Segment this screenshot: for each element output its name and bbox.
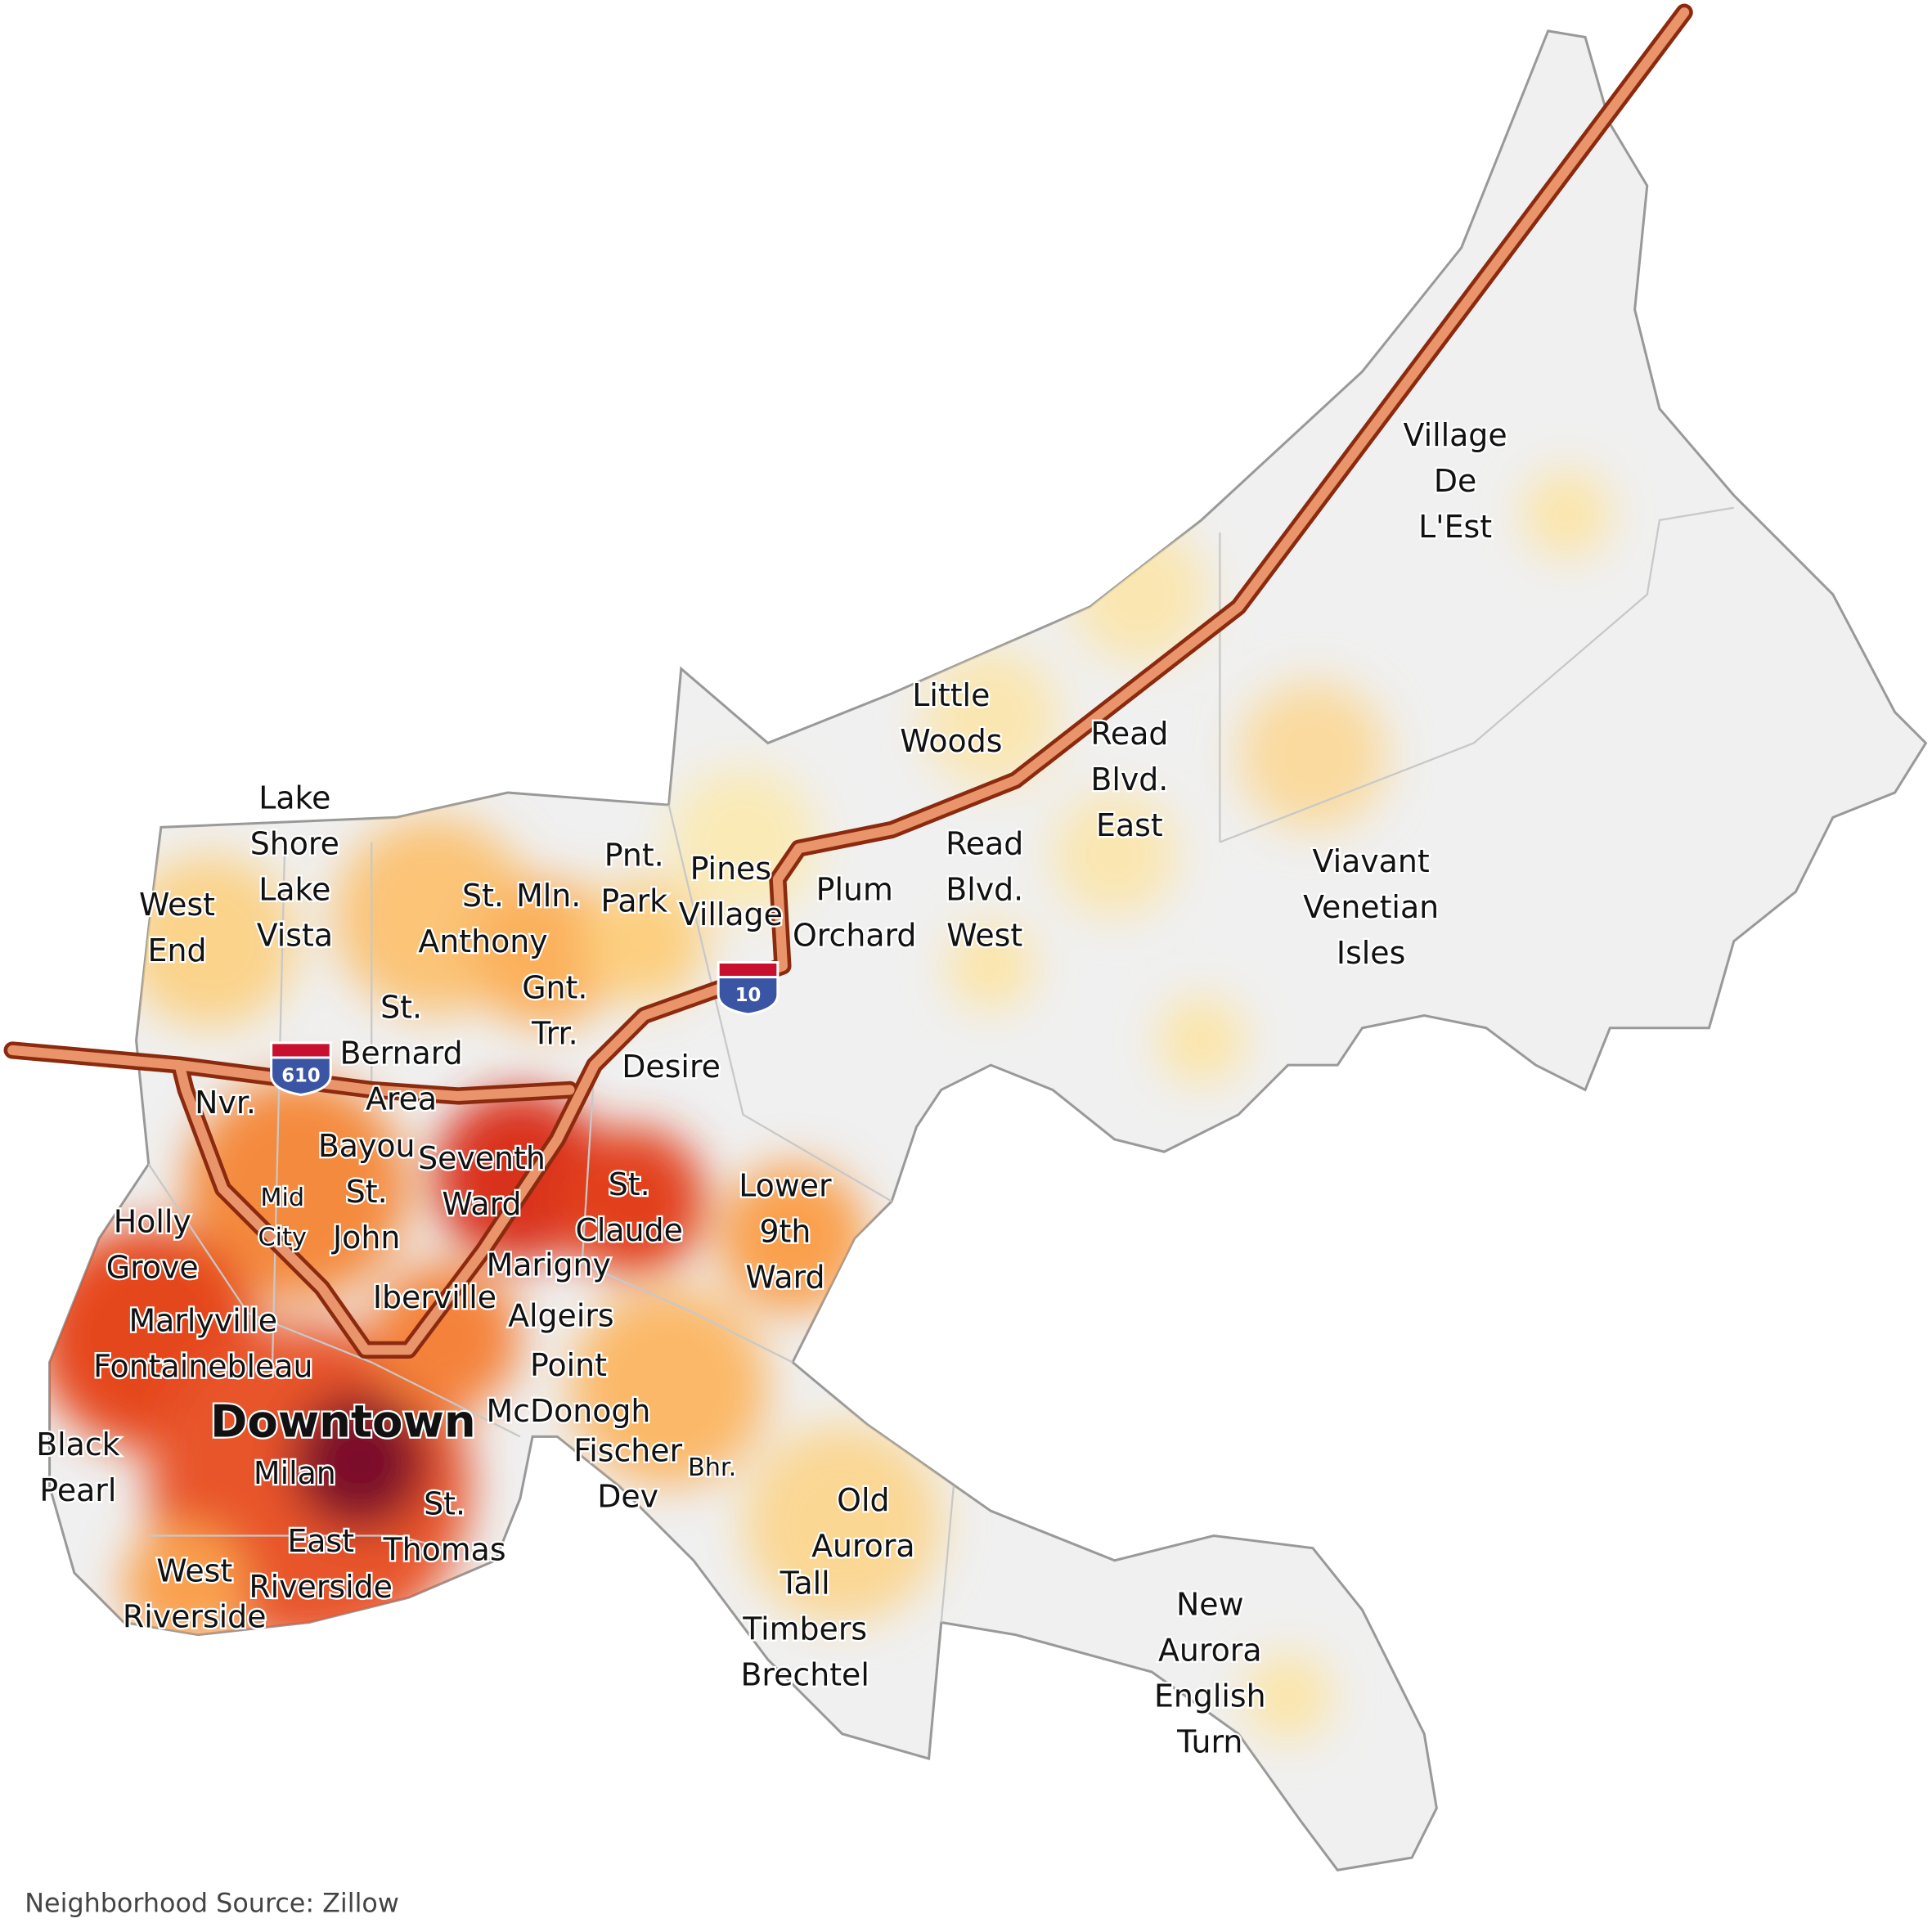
neighborhood-label: St.: [380, 989, 422, 1025]
neighborhood-label: Pines: [690, 851, 772, 887]
neighborhood-label: Vista: [257, 918, 333, 954]
neighborhood-label: Trr.: [531, 1015, 578, 1051]
neighborhood-label: McDonogh: [487, 1393, 651, 1429]
neighborhood-label: Mid: [260, 1184, 304, 1212]
neighborhood-label: West: [946, 918, 1022, 954]
neighborhood-label: Viavant: [1313, 843, 1430, 879]
neighborhood-label: Marlyville: [129, 1303, 278, 1339]
neighborhood-label: Bayou: [318, 1128, 416, 1164]
neighborhood-label: Park: [600, 883, 667, 919]
neighborhood-label: 9th: [759, 1214, 811, 1250]
neighborhood-label: De: [1434, 463, 1476, 499]
neighborhood-label: Blvd.: [946, 872, 1023, 908]
neighborhood-label: Read: [1090, 716, 1168, 752]
neighborhood-label: St.: [609, 1166, 650, 1202]
neighborhood-label: Mln.: [516, 878, 581, 914]
neighborhood-label: Fischer: [573, 1433, 682, 1469]
neighborhood-label: Claude: [575, 1212, 682, 1248]
neighborhood-label: Black: [36, 1427, 119, 1462]
neighborhood-label: Village: [1404, 417, 1507, 453]
highway-shield: 610: [270, 1041, 332, 1097]
neighborhood-label: Downtown: [210, 1395, 475, 1447]
neighborhood-label: Turn: [1176, 1723, 1242, 1759]
neighborhood-label: Marigny: [487, 1247, 611, 1283]
neighborhood-label: St.: [462, 878, 504, 914]
neighborhood-label: Aurora: [811, 1528, 915, 1564]
neighborhood-label: Algeirs: [508, 1298, 614, 1334]
neighborhood-label: Bernard: [339, 1036, 462, 1072]
neighborhood-label: Old: [837, 1482, 889, 1518]
neighborhood-label: L'Est: [1418, 509, 1492, 545]
heat: [49, 470, 1611, 1741]
highway-number: 10: [735, 985, 762, 1006]
neighborhood-label: Pnt.: [604, 837, 664, 873]
neighborhood-label: Seventh: [418, 1140, 546, 1176]
neighborhood-label: End: [148, 932, 207, 968]
neighborhood-label: West: [156, 1552, 232, 1588]
neighborhood-label: Shore: [250, 826, 339, 862]
neighborhood-label: Thomas: [383, 1532, 506, 1568]
neighborhood-label: Milan: [254, 1455, 336, 1491]
neighborhood-label: English: [1154, 1678, 1266, 1714]
neighborhood-label: Dev: [597, 1479, 658, 1515]
neighborhood-label: Anthony: [418, 923, 547, 959]
neighborhood-label: East: [287, 1523, 354, 1559]
neighborhood-label: Venetian: [1303, 889, 1439, 925]
neighborhood-label: Village: [679, 896, 783, 932]
neighborhood-label: Aurora: [1158, 1632, 1262, 1668]
neighborhood-label: Lake: [258, 872, 330, 908]
neighborhood-label: City: [258, 1224, 307, 1252]
neighborhood-label: Read: [946, 826, 1023, 862]
neighborhood-label: Gnt.: [522, 969, 587, 1005]
neighborhood-label: Woods: [900, 723, 1002, 759]
neighborhood-label: Iberville: [373, 1279, 496, 1315]
highways: [3, 3, 1693, 1359]
neighborhood-borders: [147, 506, 1734, 1623]
neighborhood-label: Ward: [442, 1186, 521, 1222]
highway-number: 610: [281, 1065, 320, 1086]
neighborhood-label: Isles: [1337, 935, 1405, 971]
neighborhood-label: Timbers: [742, 1611, 867, 1647]
highway-shield: 10: [717, 960, 780, 1016]
neighborhood-label: Lake: [258, 780, 330, 816]
neighborhood-label: Riverside: [249, 1569, 393, 1605]
neighborhood-label: Orchard: [793, 918, 916, 954]
neighborhood-label: Pearl: [39, 1472, 116, 1508]
neighborhood-label: Grove: [106, 1249, 199, 1285]
neighborhood-label: Plum: [816, 872, 893, 908]
neighborhood-label: St.: [424, 1486, 465, 1522]
neighborhood-label: Tall: [780, 1566, 830, 1602]
neighborhood-label: Point: [530, 1347, 607, 1383]
neighborhood-label: St.: [346, 1174, 388, 1210]
neighborhood-label: East: [1096, 807, 1163, 843]
neighborhood-label: John: [331, 1220, 400, 1256]
neighborhood-label: Blvd.: [1090, 762, 1168, 798]
neighborhood-label: Ward: [745, 1260, 824, 1296]
neighborhood-label: Fontainebleau: [93, 1349, 312, 1385]
neighborhood-label: Nvr.: [195, 1085, 256, 1121]
neighborhood-label: Bhr.: [688, 1453, 736, 1482]
neighborhood-label: Holly: [114, 1203, 191, 1239]
neighborhood-label: Riverside: [123, 1598, 267, 1634]
neighborhood-label: Little: [912, 677, 990, 713]
neighborhood-label: New: [1176, 1586, 1244, 1622]
neighborhood-label: Area: [366, 1081, 437, 1117]
neighborhood-label: West: [139, 887, 215, 923]
neighborhood-label: Brechtel: [740, 1657, 869, 1693]
labels: Village De L'Est Little Woods Read Blvd. East La…: [34, 416, 1509, 1762]
source-note: Neighborhood Source: Zillow: [25, 1889, 399, 1919]
neighborhood-label: Lower: [739, 1168, 832, 1204]
neighborhood-label: Desire: [622, 1049, 721, 1085]
